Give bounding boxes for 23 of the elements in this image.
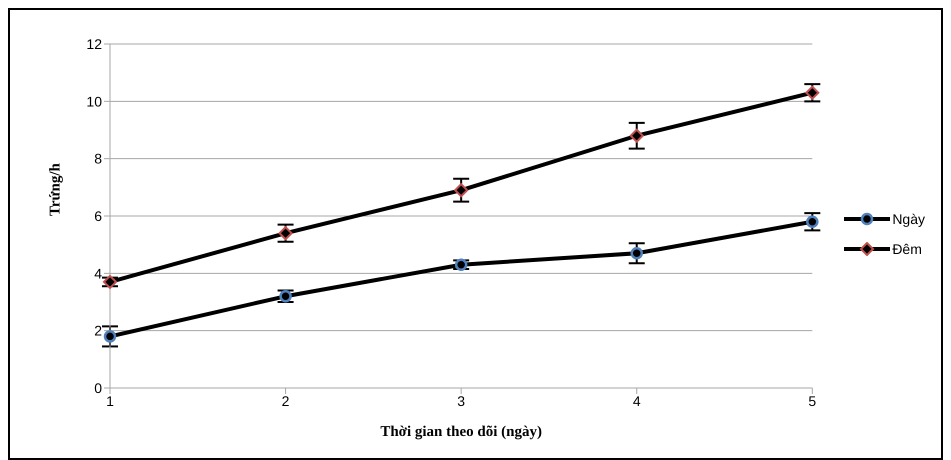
point <box>454 258 468 271</box>
point <box>454 183 468 198</box>
x-tick-label: 1 <box>106 392 114 409</box>
legend-label: Ngày <box>892 211 925 227</box>
x-axis-title: Thời gian theo dõi (ngày) <box>380 424 542 440</box>
y-axis-title: Trứng/h <box>47 162 64 216</box>
legend-label: Đêm <box>892 241 922 257</box>
point <box>279 290 292 303</box>
y-tick-label: 10 <box>86 93 102 110</box>
point <box>806 215 819 228</box>
point <box>104 330 116 343</box>
point <box>630 128 644 143</box>
y-tick-label: 4 <box>94 265 102 282</box>
x-tick-label: 5 <box>808 392 816 409</box>
x-tick-label: 4 <box>632 392 641 409</box>
y-tick-label: 0 <box>94 380 102 396</box>
y-tick-label: 2 <box>94 322 102 339</box>
x-tick-label: 3 <box>457 392 466 409</box>
x-tick-label: 2 <box>282 392 290 409</box>
y-tick-label: 12 <box>86 36 102 52</box>
y-tick-label: 6 <box>94 208 102 224</box>
y-tick-label: 8 <box>94 150 102 167</box>
point <box>630 247 643 260</box>
